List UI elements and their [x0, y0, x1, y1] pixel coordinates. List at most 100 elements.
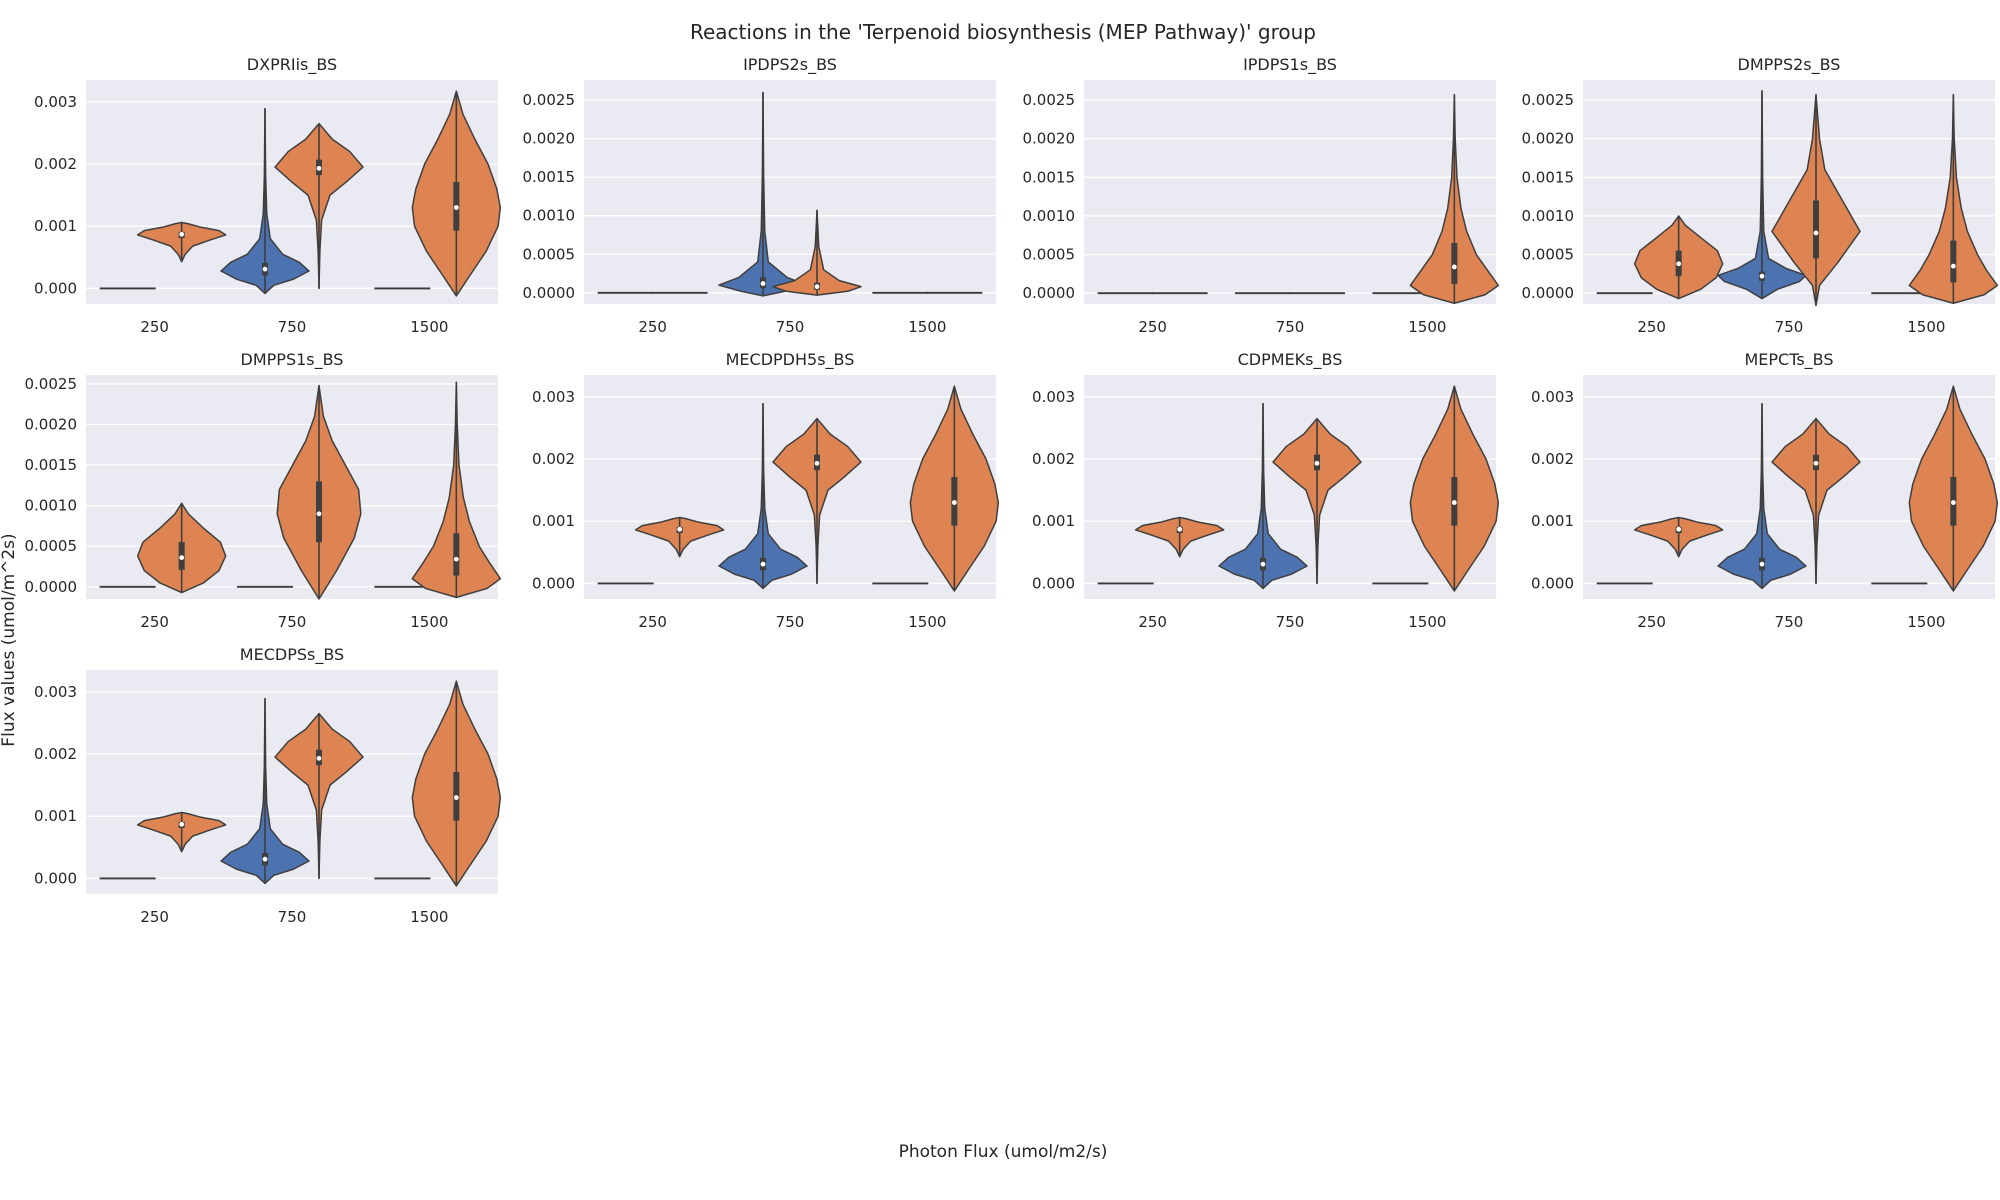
y-tick-label: 0.0000 [25, 578, 78, 596]
y-tick-label: 0.001 [34, 217, 77, 235]
x-tick-label: 250 [1637, 613, 1666, 631]
x-tick-label: 250 [638, 613, 667, 631]
y-tick-label: 0.001 [34, 807, 77, 825]
x-tick-label: 1500 [1408, 318, 1446, 336]
subplot-title-ipdps2s_bs: IPDPS2s_BS [743, 55, 837, 75]
x-tick-label: 250 [140, 908, 169, 926]
y-tick-label: 0.000 [34, 279, 77, 297]
y-tick-label: 0.002 [1032, 450, 1075, 468]
violin-orange-250-median [677, 526, 683, 532]
x-tick-label: 1500 [1907, 318, 1945, 336]
violin-blue-750-median [262, 856, 268, 862]
y-tick-label: 0.0010 [1023, 207, 1076, 225]
violin-orange-750-median [1813, 230, 1819, 236]
violin-orange-1500-median [1451, 264, 1457, 270]
y-tick-label: 0.0025 [523, 91, 576, 109]
x-tick-label: 750 [1276, 613, 1305, 631]
y-tick-label: 0.0000 [1522, 284, 1575, 302]
y-tick-label: 0.000 [1032, 574, 1075, 592]
x-tick-label: 750 [1775, 613, 1804, 631]
y-tick-label: 0.001 [532, 512, 575, 530]
y-tick-label: 0.0000 [523, 284, 576, 302]
y-tick-label: 0.0005 [1522, 246, 1575, 264]
violin-orange-750-median [814, 460, 820, 466]
y-tick-label: 0.003 [1032, 388, 1075, 406]
y-tick-label: 0.001 [1032, 512, 1075, 530]
y-tick-label: 0.0015 [1023, 168, 1076, 186]
y-tick-label: 0.0025 [1522, 91, 1575, 109]
violin-blue-750-median [1759, 273, 1765, 279]
x-tick-label: 1500 [410, 908, 448, 926]
y-tick-label: 0.000 [1531, 574, 1574, 592]
x-tick-label: 1500 [908, 318, 946, 336]
y-tick-label: 0.0010 [25, 497, 78, 515]
y-tick-label: 0.0010 [1522, 207, 1575, 225]
violin-blue-750-median [262, 266, 268, 272]
plot-area [584, 80, 996, 304]
subplot: 0.0000 0.0005 0.0010 0.0015 0.0020 0.0025 250 7… [25, 350, 502, 631]
violin-orange-250-median [179, 231, 185, 237]
y-tick-label: 0.0020 [1023, 130, 1076, 148]
violin-blue-750-median [1260, 561, 1266, 567]
x-tick-label: 1500 [410, 613, 448, 631]
y-tick-label: 0.0005 [523, 245, 576, 263]
x-tick-label: 750 [776, 613, 805, 631]
violin-orange-250-median [179, 821, 185, 827]
y-tick-label: 0.000 [532, 574, 575, 592]
x-tick-label: 750 [278, 318, 307, 336]
x-tick-label: 250 [140, 318, 169, 336]
y-tick-label: 0.0025 [25, 375, 78, 393]
violin-orange-250-median [179, 555, 185, 561]
y-tick-label: 0.0005 [1023, 246, 1076, 264]
violin-orange-750-median [316, 511, 322, 517]
subplot: 0.000 0.001 0.002 0.003 250 750 1500 MEPCTs_BS [1531, 350, 1999, 631]
y-tick-label: 0.0015 [523, 168, 576, 186]
y-tick-label: 0.002 [1531, 450, 1574, 468]
x-tick-label: 1500 [410, 318, 448, 336]
y-tick-label: 0.0005 [25, 537, 78, 555]
y-tick-label: 0.0020 [523, 130, 576, 148]
x-tick-label: 250 [1637, 318, 1666, 336]
x-tick-label: 750 [1775, 318, 1804, 336]
y-tick-label: 0.0010 [523, 207, 576, 225]
y-axis-label: Flux values (umol/m^2s) [0, 533, 19, 746]
subplot-title-mecdpss_bs: MECDPSs_BS [240, 645, 344, 665]
x-tick-label: 1500 [1907, 613, 1945, 631]
violin-orange-750-median [316, 755, 322, 761]
figure-title: Reactions in the 'Terpenoid biosynthesis… [690, 20, 1316, 44]
y-tick-label: 0.000 [34, 869, 77, 887]
x-tick-label: 750 [278, 908, 307, 926]
y-tick-label: 0.002 [532, 450, 575, 468]
y-tick-label: 0.0000 [1023, 284, 1076, 302]
violin-orange-1500-median [1950, 263, 1956, 269]
x-tick-label: 750 [776, 318, 805, 336]
y-tick-label: 0.0015 [1522, 168, 1575, 186]
subplot: 0.0000 0.0005 0.0010 0.0015 0.0020 0.0025 250 7… [1023, 55, 1500, 336]
subplot: 0.000 0.001 0.002 0.003 250 750 1500 CDPMEKs_BS [1032, 350, 1500, 631]
subplot-title-dmpps1s_bs: DMPPS1s_BS [241, 350, 344, 370]
subplot: 0.000 0.001 0.002 0.003 250 750 1500 MECDPDH5s_… [532, 350, 1000, 631]
violin-orange-1500-median [1950, 500, 1956, 505]
x-tick-label: 250 [638, 318, 667, 336]
subplot: 0.000 0.001 0.002 0.003 250 750 1500 DXPRIis_BS [34, 55, 502, 336]
y-tick-label: 0.002 [34, 745, 77, 763]
violin-orange-1500-median [453, 205, 459, 210]
violin-orange-1500-median [453, 556, 459, 562]
x-tick-label: 750 [1276, 318, 1305, 336]
y-tick-label: 0.003 [34, 683, 77, 701]
subplot: 0.0000 0.0005 0.0010 0.0015 0.0020 0.0025 250 7… [1522, 55, 1999, 336]
x-tick-label: 250 [140, 613, 169, 631]
violin-orange-250-median [1676, 526, 1682, 532]
subplot-title-mepcts_bs: MEPCTs_BS [1744, 350, 1833, 370]
subplot-title-cdpmeks_bs: CDPMEKs_BS [1238, 350, 1343, 370]
violin-blue-750-median [760, 281, 766, 286]
y-tick-label: 0.003 [1531, 388, 1574, 406]
y-tick-label: 0.001 [1531, 512, 1574, 530]
subplot-title-dxpriis_bs: DXPRIis_BS [247, 55, 337, 75]
y-tick-label: 0.002 [34, 155, 77, 173]
x-tick-label: 1500 [908, 613, 946, 631]
violin-orange-1500-median [453, 795, 459, 800]
subplot-grid: 0.000 0.001 0.002 0.003 250 750 1500 DXPRIis_BS… [25, 55, 1999, 926]
violin-orange-750-median [814, 284, 820, 290]
